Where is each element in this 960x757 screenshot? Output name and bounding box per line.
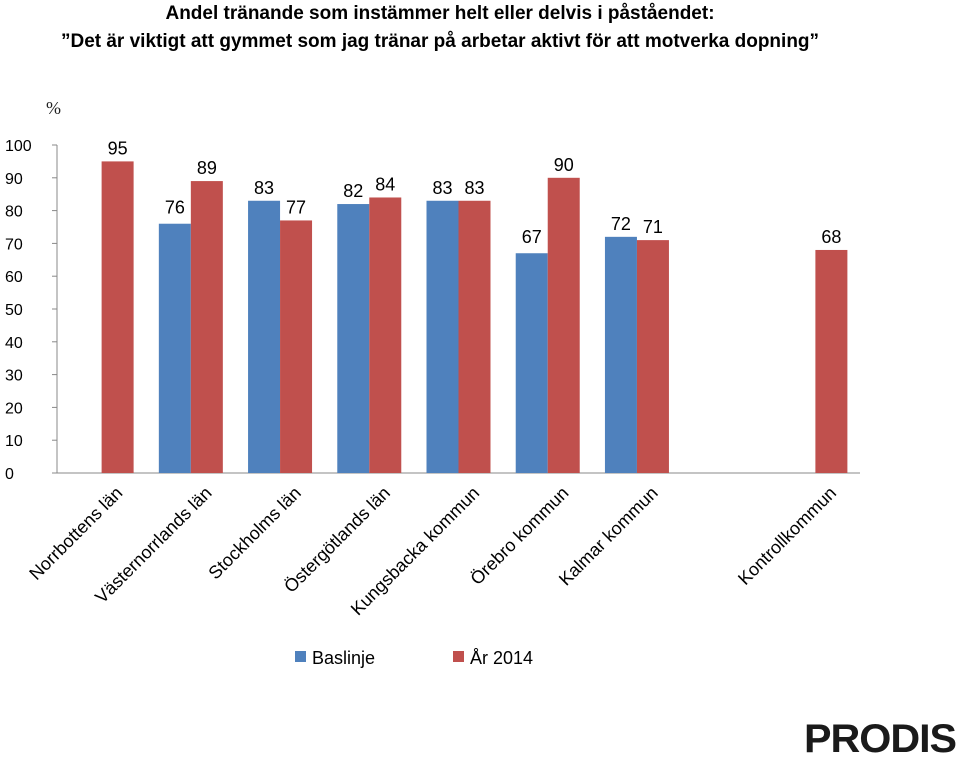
legend: Baslinje År 2014	[295, 648, 533, 668]
bar	[426, 200, 459, 473]
y-tick-label: 50	[5, 302, 23, 319]
prodis-logo: PRODIS	[804, 717, 957, 757]
bar	[248, 200, 281, 473]
bar	[458, 200, 491, 473]
y-tick-label: 100	[5, 138, 32, 155]
data-label: 90	[554, 155, 574, 175]
legend-swatch	[295, 651, 306, 662]
y-axis-unit: %	[46, 98, 61, 118]
bar	[636, 240, 669, 473]
bar	[158, 223, 191, 473]
category-label: Stockholms län	[204, 483, 304, 583]
bar	[280, 220, 313, 473]
bar	[369, 197, 402, 474]
y-tick-label: 30	[5, 368, 23, 385]
y-tick-label: 10	[5, 433, 23, 450]
bars	[101, 161, 848, 474]
bar	[547, 177, 580, 474]
data-label: 76	[165, 198, 185, 218]
bar	[101, 161, 134, 473]
bar	[190, 181, 223, 473]
data-label: 71	[643, 217, 663, 237]
category-label: Norrbottens län	[25, 483, 126, 584]
data-label: 95	[108, 138, 128, 158]
prodis-logo-text: PRODIS	[804, 717, 956, 757]
bar	[515, 253, 548, 473]
bar	[604, 236, 637, 473]
y-tick-label: 20	[5, 400, 23, 417]
data-label: 67	[522, 227, 542, 247]
bar	[337, 204, 370, 474]
data-label: 84	[375, 174, 395, 194]
data-label: 72	[611, 214, 631, 234]
y-tick-label: 90	[5, 171, 23, 188]
category-label: Kalmar kommun	[555, 483, 662, 590]
y-tick-label: 80	[5, 204, 23, 221]
legend-label: Baslinje	[312, 648, 375, 668]
data-label: 83	[254, 178, 274, 198]
chart-title: Andel tränande som instämmer helt eller …	[165, 3, 714, 24]
data-label: 83	[464, 178, 484, 198]
category-label: Kontrollkommun	[734, 483, 840, 589]
legend-swatch	[453, 651, 464, 662]
y-tick-label: 70	[5, 236, 23, 253]
y-tick-label: 60	[5, 269, 23, 286]
data-label: 77	[286, 197, 306, 217]
data-label: 82	[343, 181, 363, 201]
y-axis: 0 10 20 30 40 50 60 70 80 90 100	[5, 138, 860, 483]
data-label: 89	[197, 158, 217, 178]
bar	[815, 249, 848, 473]
chart-subtitle: ”Det är viktigt att gymmet som jag träna…	[61, 31, 819, 52]
data-label: 83	[432, 178, 452, 198]
data-label: 68	[821, 227, 841, 247]
data-labels: 95 76 89 83 77 82 84 83 83 67 90 72 71 68	[108, 138, 842, 247]
legend-label: År 2014	[470, 648, 533, 668]
y-tick-label: 0	[5, 466, 14, 483]
y-tick-label: 40	[5, 335, 23, 352]
